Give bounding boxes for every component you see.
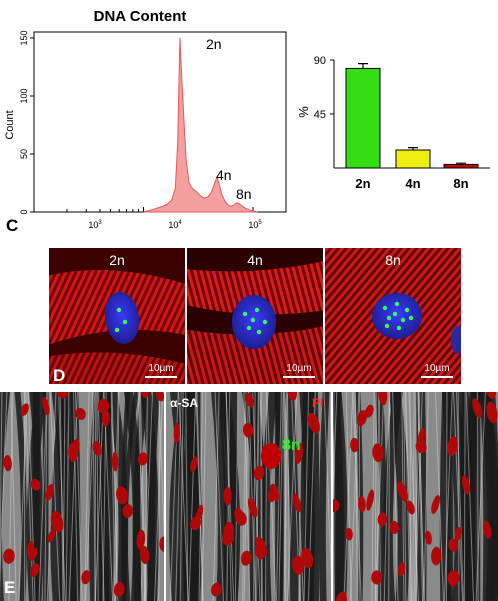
svg-text:0: 0 (19, 209, 29, 214)
micrograph-2n-image (49, 248, 185, 384)
svg-text:150: 150 (19, 30, 29, 45)
bar-y-tick-45: 45 (314, 109, 334, 121)
scale-bar-4n: 10µm (283, 363, 315, 378)
tissue-section-middle (166, 392, 331, 601)
y-tick-150: 150 (19, 30, 34, 46)
tissue-section-middle-image (166, 392, 331, 601)
panel-letter-d: D (53, 366, 66, 385)
ploidy-bar-chart: % 45 90 2n 4n 8n (296, 55, 490, 191)
x-tick-1e4: 104 (168, 220, 182, 230)
scale-bar-2n: 10µm (145, 363, 177, 378)
panel-letter-e: E (4, 578, 16, 597)
dna-content-area (143, 37, 258, 213)
error-bar-8n (456, 162, 466, 165)
tissue-section-left-image (0, 392, 164, 601)
stain-label-pi: PI (312, 396, 324, 410)
histogram-frame (33, 31, 287, 213)
histogram-ylabel: Count (4, 110, 16, 139)
bar-2n (345, 67, 381, 169)
svg-text:90: 90 (314, 55, 326, 67)
y-tick-50: 50 (19, 149, 34, 159)
histogram-title: DNA Content (94, 8, 187, 25)
error-bar-4n (408, 147, 418, 150)
enlarged-8n-nucleus (261, 443, 281, 469)
micrograph-2n: 2n 10µm (49, 248, 185, 384)
bar-chart-ylabel: % (296, 106, 311, 118)
micrograph-8n-image (325, 248, 461, 384)
tissue-section-right-image (333, 392, 498, 601)
y-tick-0: 0 (19, 209, 34, 215)
dna-content-histogram: DNA Content Count 0 50 100 150 103 104 1… (4, 8, 287, 230)
tissue-section-right (333, 392, 498, 601)
x-tick-1e3: 103 (88, 220, 102, 230)
bar-8n (443, 163, 479, 169)
micrograph-4n: 4n 10µm (187, 248, 323, 384)
micrograph-4n-image (187, 248, 323, 384)
svg-text:100: 100 (19, 88, 29, 103)
peak-label-4n: 4n (216, 167, 232, 183)
micrograph-2n-label: 2n (109, 252, 125, 268)
peak-label-8n: 8n (236, 186, 252, 202)
x-tick-1e5: 105 (248, 220, 262, 230)
svg-text:50: 50 (19, 149, 29, 159)
micrograph-8n-label: 8n (385, 252, 401, 268)
callout-8n: 8n (282, 437, 301, 454)
tissue-section-left (0, 392, 164, 601)
scale-bar-8n: 10µm (421, 363, 453, 378)
svg-text:45: 45 (314, 109, 326, 121)
bar-4n (395, 149, 431, 169)
micrograph-8n: 8n 10µm (325, 248, 461, 384)
bar-label-8n: 8n (453, 176, 468, 191)
stain-label-alpha-sa: α-SA (170, 396, 199, 410)
error-bar-2n (358, 63, 368, 69)
bar-label-2n: 2n (355, 176, 370, 191)
bar-y-tick-90: 90 (314, 55, 334, 67)
micrograph-4n-label: 4n (247, 252, 263, 268)
peak-label-2n: 2n (206, 36, 222, 52)
bar-label-4n: 4n (405, 176, 420, 191)
panel-letter-c: C (6, 216, 19, 235)
y-tick-100: 100 (19, 88, 34, 104)
